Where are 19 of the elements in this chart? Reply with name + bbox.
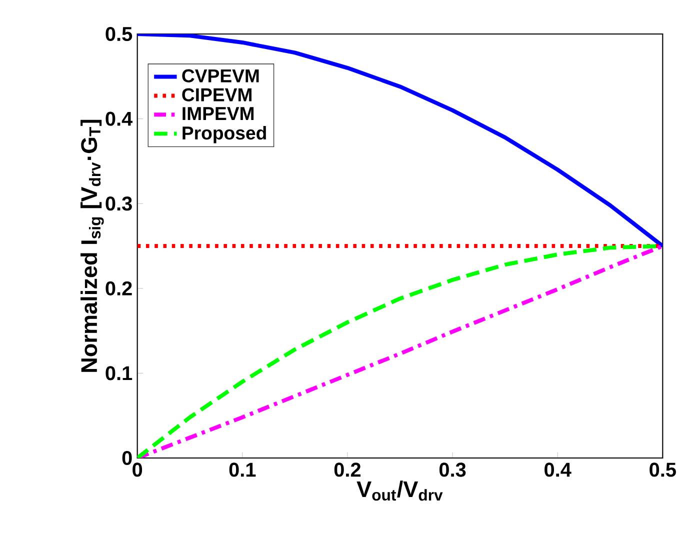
line-series [137,34,663,248]
y-tick-label: 0.1 [106,366,132,380]
x-tick-label: 0.3 [439,462,466,477]
legend-label: IMPEVM [182,107,254,120]
legend-label: Proposed [182,126,266,144]
y-tick-label: 0 [122,450,132,466]
y-tick-label: 0.3 [106,196,132,211]
y-tick-label: 0.2 [106,281,132,296]
y-axis-title: Normalized I$_{sig}$ [V$_{drv}$·G$_{T}$] [80,120,104,372]
legend-label: CVPEVM [182,69,259,82]
y-tick-label: 0.4 [106,112,133,126]
x-tick-label: 0.5 [650,462,676,477]
legend-label: CIPEVM [182,88,252,102]
y-tick-label: 0.5 [106,26,132,42]
x-tick-label: 0.4 [544,462,572,477]
x-tick-label: 0.1 [229,462,256,477]
x-axis-title: V$_{out}$/V$_{drv}$ [356,480,443,501]
x-tick-label: 0.2 [334,462,361,477]
x-tick-label: 0 [132,462,142,477]
